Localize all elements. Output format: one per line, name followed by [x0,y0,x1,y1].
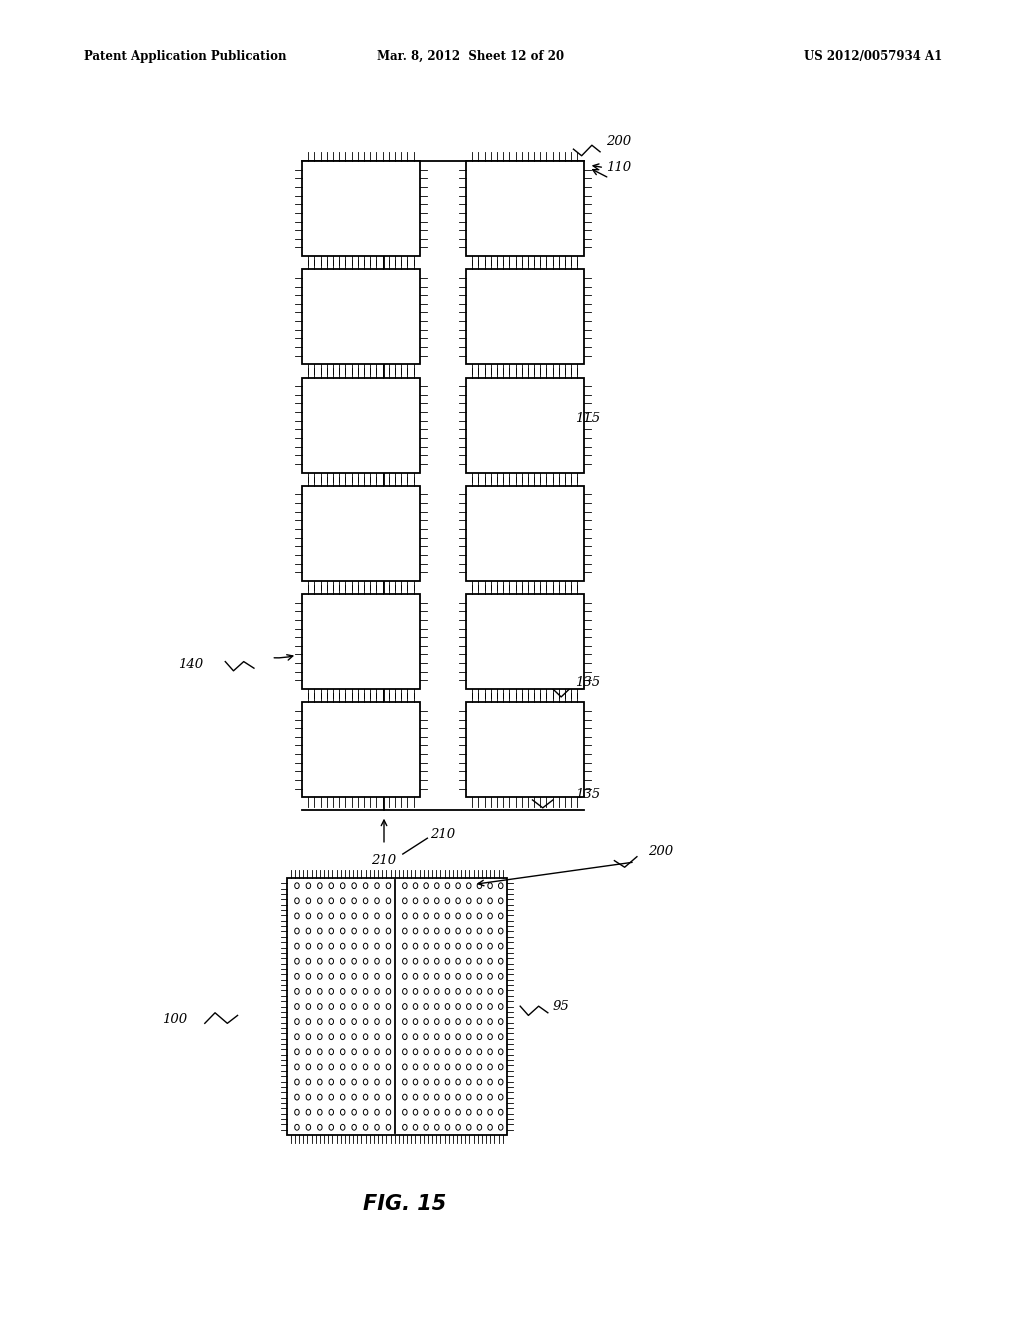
Bar [466,594,584,689]
Text: FIG. 15: FIG. 15 [362,1193,446,1214]
Text: 200: 200 [648,845,674,858]
Text: 140: 140 [177,657,203,671]
Text: 135: 135 [575,788,601,801]
Text: Mar. 8, 2012  Sheet 12 of 20: Mar. 8, 2012 Sheet 12 of 20 [378,50,564,63]
Text: 110: 110 [606,161,632,174]
Bar [287,878,507,1135]
Bar [466,702,584,797]
Text: Patent Application Publication: Patent Application Publication [84,50,287,63]
Text: 115: 115 [575,412,601,425]
Text: 210: 210 [372,854,396,867]
Bar [466,486,584,581]
Bar [466,378,584,473]
Bar [466,161,584,256]
Bar [302,486,420,581]
Text: FIG. 14: FIG. 14 [368,892,452,913]
Bar [302,378,420,473]
Text: US 2012/0057934 A1: US 2012/0057934 A1 [804,50,942,63]
Text: 200: 200 [606,135,632,148]
Bar [302,702,420,797]
Bar [302,269,420,364]
Text: 95: 95 [553,999,569,1012]
Bar [466,269,584,364]
Text: 135: 135 [575,676,601,689]
Bar [302,594,420,689]
Bar [302,161,420,256]
Text: 100: 100 [162,1012,187,1026]
Text: 210: 210 [430,828,456,841]
